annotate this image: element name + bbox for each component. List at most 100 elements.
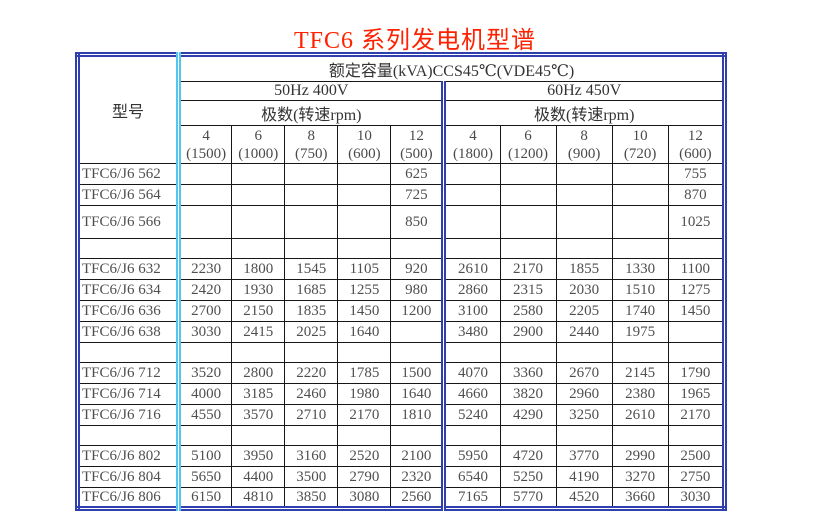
value-cell: 4520 [555, 487, 613, 509]
value-cell: 2380 [611, 383, 669, 405]
value-cell: 1740 [611, 300, 669, 322]
value-cell: 3820 [499, 383, 557, 405]
table-row: TFC6/J6 802 5100 3950 3160 2520 2100 595… [76, 445, 726, 467]
value-cell [555, 425, 613, 446]
value-cell [441, 238, 501, 259]
value-cell [611, 342, 669, 363]
model-cell: TFC6/J6 636 [76, 300, 182, 322]
model-cell: TFC6/J6 634 [76, 279, 182, 301]
value-cell [441, 425, 501, 446]
value-cell [231, 342, 286, 363]
value-cell [441, 342, 501, 363]
pole-col-header: 6 (1200) [499, 125, 557, 164]
pole-col-header: 4 (1800) [441, 125, 501, 164]
pole-rpm: (500) [400, 145, 433, 162]
value-cell [178, 163, 233, 185]
value-cell [178, 184, 233, 206]
table-row: TFC6/J6 716 4550 3570 2710 2170 1810 524… [76, 404, 726, 426]
table-row: TFC6/J6 634 2420 1930 1685 1255 980 2860… [76, 279, 726, 301]
value-cell: 1255 [337, 279, 392, 301]
value-cell [390, 321, 445, 343]
value-cell: 1835 [284, 300, 339, 322]
model-cell: TFC6/J6 714 [76, 383, 182, 405]
value-cell: 2170 [499, 258, 557, 280]
value-cell: 1975 [611, 321, 669, 343]
table-row: TFC6/J6 636 2700 2150 1835 1450 1200 310… [76, 300, 726, 322]
value-cell: 1930 [231, 279, 286, 301]
value-cell: 1685 [284, 279, 339, 301]
value-cell [555, 205, 613, 239]
model-cell: TFC6/J6 632 [76, 258, 182, 280]
value-cell: 2900 [499, 321, 557, 343]
table-row: TFC6/J6 804 5650 4400 3500 2790 2320 654… [76, 466, 726, 488]
pole-col-header: 8 (750) [284, 125, 339, 164]
value-cell: 1330 [611, 258, 669, 280]
value-cell [611, 205, 669, 239]
generator-spec-table: 型号 额定容量(kVA)CCS45℃(VDE45℃) 50Hz 400V 60H… [75, 52, 727, 511]
value-cell: 2145 [611, 362, 669, 384]
value-cell: 1545 [284, 258, 339, 280]
value-cell: 5650 [178, 466, 233, 488]
value-cell: 1980 [337, 383, 392, 405]
value-cell: 1100 [667, 258, 726, 280]
pole-count: 6 [254, 127, 262, 144]
value-cell [178, 205, 233, 239]
value-cell [284, 238, 339, 259]
value-cell: 3250 [555, 404, 613, 426]
pole-col-header: 10 (600) [337, 125, 392, 164]
value-cell [499, 425, 557, 446]
value-cell: 2230 [178, 258, 233, 280]
value-cell: 2150 [231, 300, 286, 322]
table-row: TFC6/J6 638 3030 2415 2025 1640 3480 290… [76, 321, 726, 343]
spacer-row [76, 342, 726, 363]
pole-col-header: 10 (720) [611, 125, 669, 164]
value-cell: 3185 [231, 383, 286, 405]
value-cell: 3100 [441, 300, 501, 322]
value-cell: 3850 [284, 487, 339, 509]
value-cell: 2560 [390, 487, 445, 509]
value-cell: 1855 [555, 258, 613, 280]
pole-count: 12 [687, 127, 703, 144]
value-cell: 4000 [178, 383, 233, 405]
value-cell: 4290 [499, 404, 557, 426]
pole-rpm: (1800) [452, 145, 493, 162]
value-cell: 2320 [390, 466, 445, 488]
value-cell [337, 163, 392, 185]
value-cell: 2800 [231, 362, 286, 384]
value-cell: 2460 [284, 383, 339, 405]
value-cell: 3080 [337, 487, 392, 509]
value-cell [390, 342, 445, 363]
value-cell [611, 238, 669, 259]
value-cell: 3500 [284, 466, 339, 488]
freq-header-50hz: 50Hz 400V [178, 81, 445, 101]
value-cell: 5950 [441, 445, 501, 467]
model-cell [76, 425, 182, 446]
value-cell: 7165 [441, 487, 501, 509]
model-cell [76, 342, 182, 363]
value-cell: 5770 [499, 487, 557, 509]
model-cell: TFC6/J6 566 [76, 205, 182, 239]
value-cell: 850 [390, 205, 445, 239]
value-cell: 2315 [499, 279, 557, 301]
value-cell: 2610 [611, 404, 669, 426]
value-cell [284, 184, 339, 206]
value-cell: 4070 [441, 362, 501, 384]
value-cell: 2170 [337, 404, 392, 426]
value-cell: 4660 [441, 383, 501, 405]
pole-rpm: (900) [567, 145, 601, 162]
value-cell: 755 [667, 163, 726, 185]
model-column-header: 型号 [76, 54, 182, 164]
value-cell [555, 342, 613, 363]
pole-col-header: 12 (500) [390, 125, 445, 164]
value-cell: 2960 [555, 383, 613, 405]
value-cell [611, 184, 669, 206]
value-cell: 980 [390, 279, 445, 301]
pole-count: 6 [524, 127, 532, 144]
value-cell [178, 238, 233, 259]
value-cell: 1450 [667, 300, 726, 322]
pole-rpm: (600) [348, 145, 381, 162]
value-cell [441, 205, 501, 239]
pole-col-header: 4 (1500) [178, 125, 233, 164]
value-cell [337, 184, 392, 206]
spacer-row [76, 425, 726, 446]
